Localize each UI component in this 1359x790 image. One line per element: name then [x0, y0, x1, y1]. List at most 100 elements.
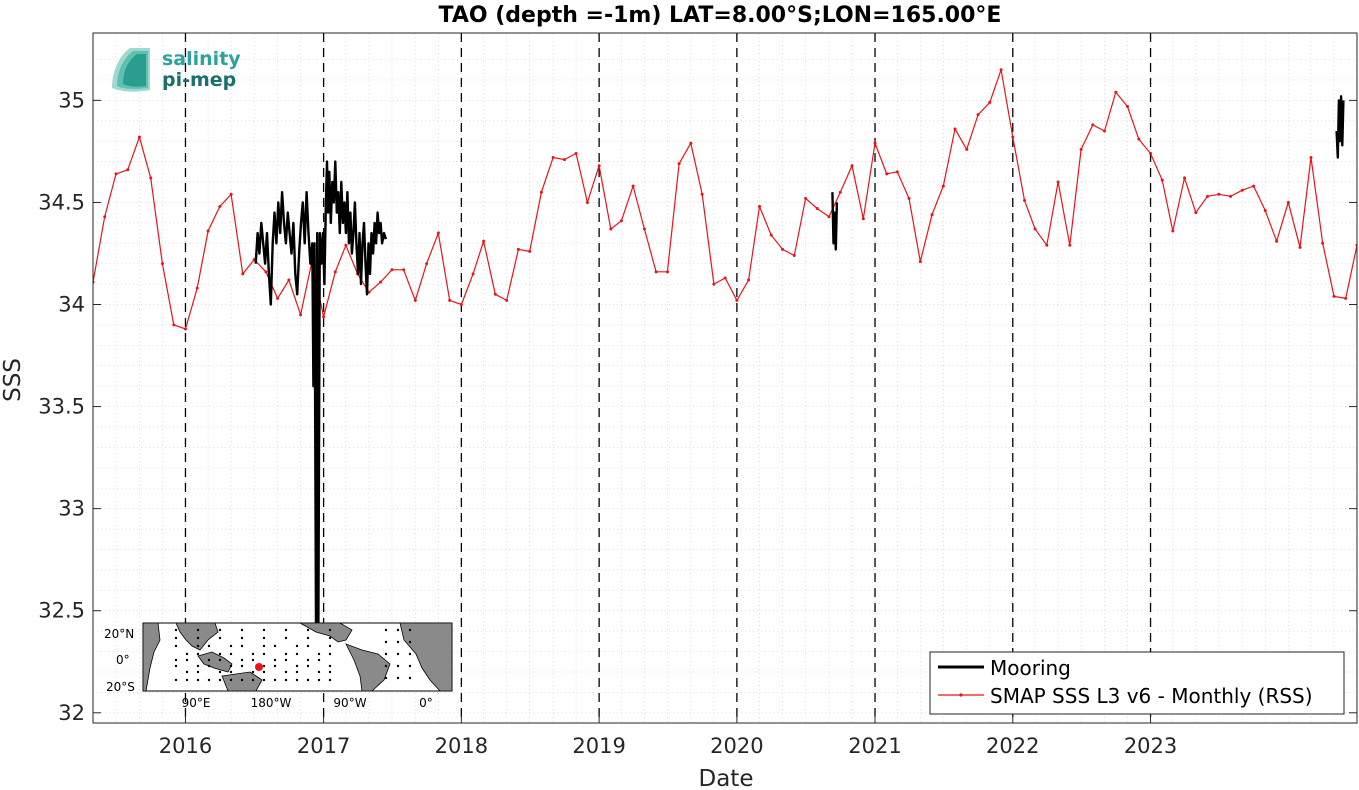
- inset-dot: [295, 664, 299, 668]
- inset-dot: [284, 628, 288, 632]
- inset-dot: [328, 652, 332, 656]
- legend-label-smap: SMAP SSS L3 v6 - Monthly (RSS): [990, 684, 1313, 708]
- inset-dot: [196, 628, 200, 632]
- series-smap-point: [344, 243, 348, 247]
- series-smap-point: [781, 247, 785, 251]
- inset-dot: [284, 670, 288, 674]
- inset-dot: [396, 640, 400, 644]
- inset-dot: [196, 644, 200, 648]
- series-smap-point: [413, 298, 417, 302]
- series-smap-point: [585, 200, 589, 204]
- series-smap-point: [241, 272, 245, 276]
- series-smap-point: [172, 323, 176, 327]
- series-smap-point: [895, 170, 899, 174]
- series-smap-point: [425, 262, 429, 266]
- series-smap-point: [390, 268, 394, 272]
- inset-dot: [284, 636, 288, 640]
- inset-dot: [408, 676, 412, 680]
- inset-dot: [306, 636, 310, 640]
- series-smap-point: [642, 227, 646, 231]
- x-axis-label: Date: [699, 766, 754, 790]
- inset-lat-label-1: 0°: [116, 653, 130, 667]
- series-smap-point: [1056, 180, 1060, 184]
- inset-map: 20°N 0° 20°S 90°E 180°W 90°W 0°: [104, 622, 453, 710]
- series-smap-point: [1011, 135, 1015, 139]
- inset-dot: [273, 658, 277, 662]
- inset-lon-label-3: 0°: [419, 696, 433, 710]
- series-smap-point: [941, 184, 945, 188]
- series-smap-point: [448, 298, 452, 302]
- inset-dot: [408, 628, 412, 632]
- inset-dot: [262, 670, 266, 674]
- inset-lon-label-1: 180°W: [251, 696, 292, 710]
- inset-dot: [284, 658, 288, 662]
- x-tick-label: 2016: [159, 734, 212, 758]
- inset-dot: [408, 664, 412, 668]
- inset-dot: [262, 636, 266, 640]
- inset-dot: [317, 652, 321, 656]
- inset-dot: [174, 678, 178, 682]
- series-smap-point: [1321, 241, 1325, 245]
- series-smap-point: [654, 270, 658, 274]
- axes-box: [92, 32, 1358, 724]
- x-tick-label: 2022: [986, 734, 1039, 758]
- series-smap-point: [1022, 198, 1026, 202]
- series-smap-point: [1114, 90, 1118, 94]
- series-smap-point: [735, 298, 739, 302]
- inset-dot: [185, 678, 189, 682]
- series-smap-point: [493, 292, 497, 296]
- inset-dot: [174, 658, 178, 662]
- series-smap-point: [1332, 294, 1336, 298]
- series-smap-point: [459, 303, 463, 307]
- inset-dot: [218, 678, 222, 682]
- inset-dot: [306, 644, 310, 648]
- inset-dot: [384, 640, 388, 644]
- inset-dot: [218, 670, 222, 674]
- series-smap-point: [1068, 243, 1072, 247]
- series-smap-point: [402, 268, 406, 272]
- inset-dot: [384, 676, 388, 680]
- series-smap-point: [516, 247, 520, 251]
- x-tick-label: 2018: [435, 734, 488, 758]
- series-smap-point: [149, 176, 153, 180]
- minor-grid: [93, 33, 1357, 723]
- series-mooring-segment: [1335, 95, 1345, 159]
- series-smap-point: [712, 282, 716, 286]
- inset-dot: [196, 678, 200, 682]
- series-mooring-line: [254, 160, 388, 653]
- series-smap-point: [160, 262, 164, 266]
- inset-dot: [384, 628, 388, 632]
- series-smap-point: [1275, 239, 1279, 243]
- inset-dot: [174, 628, 178, 632]
- inset-dot: [251, 670, 255, 674]
- series-smap-point: [689, 141, 693, 145]
- inset-dot: [317, 670, 321, 674]
- series-smap-point: [907, 196, 911, 200]
- series-mooring-segment: [831, 192, 839, 251]
- inset-dot: [396, 652, 400, 656]
- series-layer: [93, 68, 1357, 653]
- inset-dot: [328, 636, 332, 640]
- inset-dot: [185, 652, 189, 656]
- series-smap-point: [1183, 176, 1187, 180]
- inset-dot: [284, 678, 288, 682]
- series-smap-point: [137, 135, 141, 139]
- inset-dot: [328, 644, 332, 648]
- series-smap-point: [976, 113, 980, 117]
- series-smap-point: [953, 127, 957, 131]
- series-smap-point: [827, 215, 831, 219]
- inset-lat-label-0: 20°N: [104, 627, 134, 641]
- inset-dot: [218, 658, 222, 662]
- inset-landmasses: [142, 622, 453, 692]
- inset-mooring-dots: [174, 628, 412, 682]
- legend-swatch-smap-dot: [959, 693, 963, 697]
- inset-dot: [207, 678, 211, 682]
- y-tick-label: 34: [58, 293, 85, 317]
- series-smap-point: [471, 272, 475, 276]
- inset-dot: [174, 664, 178, 668]
- inset-dot: [207, 644, 211, 648]
- series-smap-point: [1171, 229, 1175, 233]
- x-tick-label: 2023: [1124, 734, 1177, 758]
- series-smap-point: [1252, 184, 1256, 188]
